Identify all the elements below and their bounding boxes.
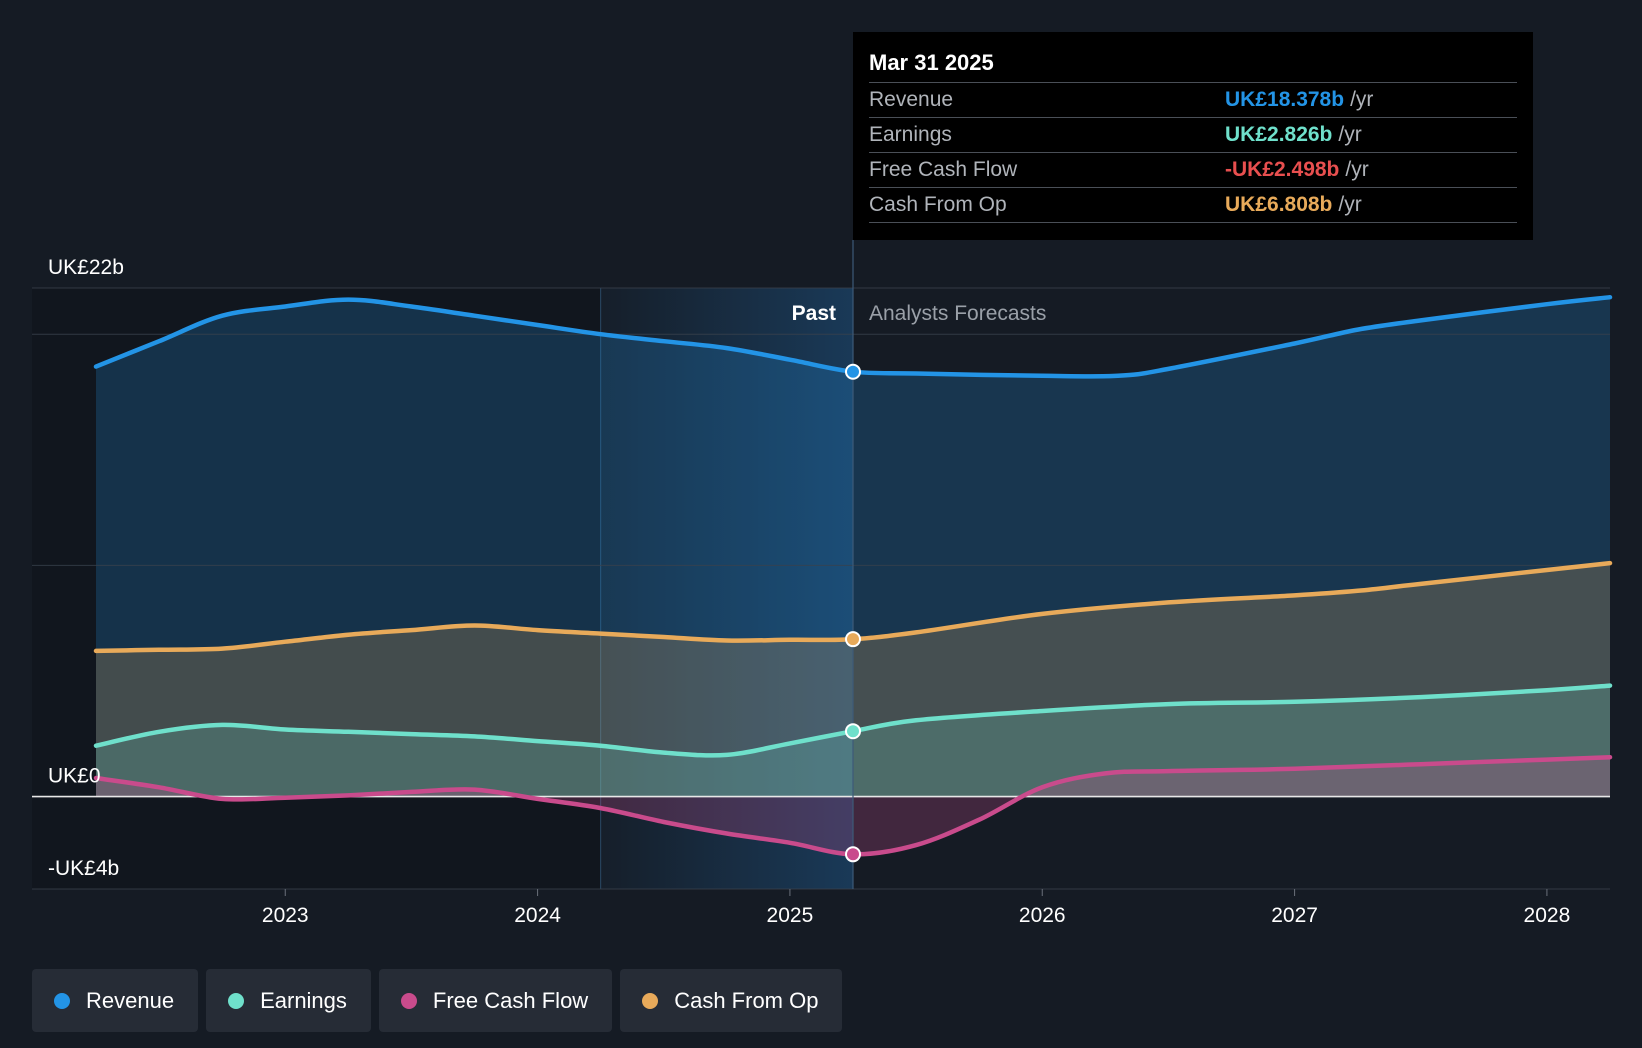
legend-item-fcf[interactable]: Free Cash Flow xyxy=(378,969,613,1032)
tooltip-value-revenue: UK£18.378b xyxy=(1225,88,1345,111)
tooltip-row-revenue: Revenue UK£18.378b /yr xyxy=(869,83,1517,118)
y-tick-label: UK£0 xyxy=(48,765,101,788)
legend-label-fcf: Free Cash Flow xyxy=(432,987,589,1013)
legend-item-cfo[interactable]: Cash From Op xyxy=(620,969,843,1032)
x-tick-label: 2026 xyxy=(1019,904,1066,927)
tooltip-label-earnings: Earnings xyxy=(869,123,952,146)
tooltip-unit-earnings: /yr xyxy=(1338,123,1362,146)
legend-dot-earnings-icon xyxy=(228,992,245,1009)
tooltip-unit-revenue: /yr xyxy=(1350,88,1374,111)
tooltip-row-earnings: Earnings UK£2.826b /yr xyxy=(869,118,1517,153)
tooltip-row-cfo: Cash From Op UK£6.808b /yr xyxy=(869,188,1517,223)
past-label: Past xyxy=(792,302,836,325)
data-tooltip: Mar 31 2025 Revenue UK£18.378b /yr Earni… xyxy=(853,32,1533,240)
marker-revenue xyxy=(845,363,861,380)
x-tick-label: 2024 xyxy=(514,904,561,927)
legend-label-revenue: Revenue xyxy=(86,987,175,1013)
tooltip-label-revenue: Revenue xyxy=(869,88,954,111)
past-background xyxy=(32,288,601,889)
chart-legend: Revenue Earnings Free Cash Flow Cash Fro… xyxy=(32,969,843,1032)
past-highlight-band xyxy=(600,288,853,889)
x-tick-label: 2025 xyxy=(767,904,814,927)
legend-label-cfo: Cash From Op xyxy=(674,987,819,1013)
y-tick-label: -UK£4b xyxy=(48,857,119,880)
legend-item-revenue[interactable]: Revenue xyxy=(32,969,199,1032)
legend-dot-cfo-icon xyxy=(642,992,659,1009)
legend-dot-revenue-icon xyxy=(54,992,70,1009)
tooltip-unit-cfo: /yr xyxy=(1338,193,1362,216)
legend-dot-fcf-icon xyxy=(400,992,417,1009)
legend-item-earnings[interactable]: Earnings xyxy=(206,969,371,1032)
marker-fcf xyxy=(845,846,861,863)
line-cfo xyxy=(93,560,1613,654)
x-tick-label: 2023 xyxy=(262,904,309,927)
x-tick-label: 2028 xyxy=(1524,904,1571,927)
tooltip-value-fcf: -UK£2.498b xyxy=(1225,158,1340,181)
forecast-label: Analysts Forecasts xyxy=(869,302,1046,325)
line-revenue xyxy=(93,294,1613,379)
line-fcf xyxy=(93,754,1613,857)
marker-earnings xyxy=(845,723,861,740)
tooltip-value-earnings: UK£2.826b xyxy=(1225,123,1333,146)
marker-cfo xyxy=(845,631,861,648)
tooltip-date: Mar 31 2025 xyxy=(869,44,1517,83)
x-tick-label: 2027 xyxy=(1271,904,1318,927)
tooltip-unit-fcf: /yr xyxy=(1345,158,1369,181)
legend-label-earnings: Earnings xyxy=(260,987,347,1013)
line-earnings xyxy=(93,683,1613,758)
tooltip-label-fcf: Free Cash Flow xyxy=(869,158,1018,181)
tooltip-value-cfo: UK£6.808b xyxy=(1225,193,1333,216)
y-tick-label: UK£22b xyxy=(48,256,124,279)
tooltip-row-fcf: Free Cash Flow -UK£2.498b /yr xyxy=(869,153,1517,188)
tooltip-label-cfo: Cash From Op xyxy=(869,193,1007,216)
